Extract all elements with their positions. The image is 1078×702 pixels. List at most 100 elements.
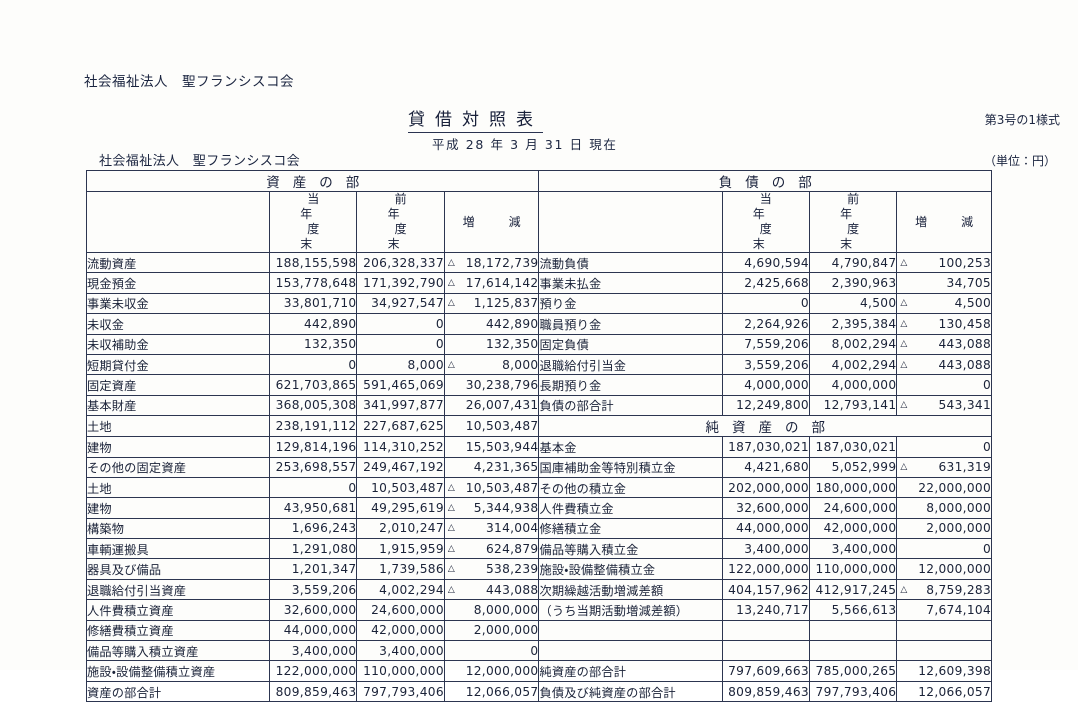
liabilities-change-value: △ 631,319 <box>896 456 992 478</box>
liabilities-prev-year-value: 2,395,384 <box>808 313 898 335</box>
negative-triangle-icon: △ <box>900 339 908 350</box>
assets-current-year-value: 3,400,000 <box>269 640 358 662</box>
liabilities-change-value: △ 443,088 <box>896 353 992 376</box>
liabilities-change-value: 0 <box>896 374 992 396</box>
assets-row-label: 建物 <box>85 436 271 458</box>
form-number: 第3号の1様式 <box>984 113 1060 127</box>
assets-change-value: △ 8,000 <box>443 353 540 376</box>
liabilities-change-value: 0 <box>896 436 992 458</box>
assets-change-value: △ 17,614,142 <box>443 272 540 294</box>
negative-triangle-icon: △ <box>447 584 456 595</box>
liabilities-row-label: 修繕積立金 <box>538 517 723 540</box>
liabilities-current-year-column-header: 当 年度 末 <box>721 191 810 253</box>
liabilities-current-year-value: 44,000,000 <box>721 517 810 540</box>
assets-change-value: △ 10,503,487 <box>443 476 540 499</box>
assets-current-year-value: 132,350 <box>269 333 358 355</box>
assets-current-year-value: 122,000,000 <box>269 660 358 682</box>
assets-row-label: 備品等購入積立資産 <box>85 640 271 662</box>
assets-prev-year-value: 797,793,406 <box>356 680 445 702</box>
table-row: 短期貸付金 0 8,000 △ 8,000 退職給付引当金 3,559,206 4,002,2… <box>85 353 992 376</box>
assets-current-year-value: 238,191,112 <box>269 415 358 438</box>
table-row: 土地 0 10,503,487 △ 10,503,487 その他の積立金 202,000,0… <box>85 476 992 499</box>
table-row: 人件費積立資産 32,600,000 24,600,000 8,000,000 （うち当… <box>85 599 992 621</box>
liabilities-current-year-value: 797,609,663 <box>721 660 810 682</box>
liabilities-prev-year-value: 24,600,000 <box>808 497 898 519</box>
negative-triangle-icon: △ <box>900 584 908 595</box>
assets-prev-year-value: 1,739,586 <box>356 558 445 580</box>
assets-prev-year-value: 42,000,000 <box>356 619 445 642</box>
assets-current-year-value: 33,801,710 <box>269 292 358 315</box>
negative-triangle-icon: △ <box>447 257 456 268</box>
negative-triangle-icon: △ <box>900 298 908 309</box>
negative-triangle-icon: △ <box>447 278 456 289</box>
assets-current-year-value: 43,950,681 <box>269 497 358 519</box>
assets-row-label: 車輌運搬具 <box>85 538 271 560</box>
liabilities-prev-year-value: 4,500 <box>808 292 898 315</box>
assets-current-year-value: 32,600,000 <box>269 599 358 621</box>
liabilities-change-value: 12,609,398 <box>896 660 992 682</box>
liabilities-prev-year-value: 5,566,613 <box>808 599 898 621</box>
assets-current-year-value: 368,005,308 <box>269 394 358 417</box>
liabilities-current-year-value: 3,559,206 <box>721 353 810 376</box>
liabilities-prev-year-value: 4,002,294 <box>808 353 898 376</box>
liabilities-current-year-value: 4,421,680 <box>721 456 810 478</box>
liabilities-prev-year-value: 797,793,406 <box>808 680 898 702</box>
negative-triangle-icon: △ <box>447 543 456 554</box>
assets-change-value: 12,000,000 <box>443 660 540 682</box>
assets-change-value: 4,231,365 <box>443 456 540 478</box>
empty-cell <box>721 619 810 642</box>
liabilities-current-year-value: 12,249,800 <box>721 394 810 417</box>
empty-cell <box>721 640 810 662</box>
assets-prev-year-value: 206,328,337 <box>356 251 445 274</box>
assets-prev-year-value: 2,010,247 <box>356 517 445 540</box>
assets-row-label: 資産の部合計 <box>85 680 271 702</box>
assets-current-year-value: 1,696,243 <box>269 517 358 540</box>
liabilities-change-value: △ 100,253 <box>896 251 992 274</box>
assets-row-label: 短期貸付金 <box>85 353 271 376</box>
assets-change-value: 442,890 <box>443 313 540 335</box>
liabilities-row-label: 長期預り金 <box>538 374 723 396</box>
liabilities-prev-year-value: 4,000,000 <box>808 374 898 396</box>
negative-triangle-icon: △ <box>447 482 456 493</box>
assets-prev-year-value: 49,295,619 <box>356 497 445 519</box>
liabilities-row-label: 事業未払金 <box>538 272 723 294</box>
document-date: 平成 28 年 3 月 31 日 現在 <box>432 137 618 152</box>
liabilities-prev-year-value: 412,917,245 <box>808 578 898 601</box>
liabilities-change-value: △ 8,759,283 <box>896 578 992 601</box>
table-row: 退職給付引当資産 3,559,206 4,002,294 △ 443,088 次期繰越活動… <box>85 578 992 601</box>
assets-current-year-value: 809,859,463 <box>269 680 358 702</box>
table-row: 事業未収金 33,801,710 34,927,547 △ 1,125,837 預り金 0 4… <box>85 292 992 315</box>
negative-triangle-icon: △ <box>900 257 908 268</box>
assets-change-value: 0 <box>443 640 540 662</box>
table-row: 備品等購入積立資産 3,400,000 3,400,000 0 <box>85 640 992 662</box>
assets-prev-year-value: 0 <box>356 313 445 335</box>
assets-change-column-header: 増 減 <box>443 191 540 253</box>
liabilities-row-label: 備品等購入積立金 <box>538 538 723 560</box>
assets-change-value: 15,503,944 <box>443 436 540 458</box>
assets-prev-year-value: 24,600,000 <box>356 599 445 621</box>
assets-change-value: △ 5,344,938 <box>443 497 540 519</box>
organization-name-table-caption: 社会福祉法人 聖フランシスコ会 <box>99 154 301 169</box>
assets-row-label: 固定資産 <box>85 374 271 396</box>
liabilities-change-value: △ 443,088 <box>896 333 992 355</box>
empty-cell <box>808 619 898 642</box>
assets-change-value: △ 443,088 <box>443 578 540 601</box>
table-row: 未収金 442,890 0 442,890 職員預り金 2,264,926 2,395,38… <box>85 313 992 335</box>
table-row: 固定資産 621,703,865 591,465,069 30,238,796 長期預り… <box>85 374 992 396</box>
assets-prev-year-value: 3,400,000 <box>356 640 445 662</box>
liabilities-prev-year-value: 3,400,000 <box>808 538 898 560</box>
negative-triangle-icon: △ <box>900 359 908 370</box>
liabilities-row-label: 次期繰越活動増減差額 <box>538 578 723 601</box>
liabilities-change-column-header: 増 減 <box>896 191 992 253</box>
table-row: 流動資産 188,155,598 206,328,337 △ 18,172,739 流動負… <box>85 251 992 274</box>
liabilities-prev-year-value: 12,793,141 <box>808 394 898 417</box>
liabilities-current-year-value: 4,690,594 <box>721 251 810 274</box>
liabilities-change-value: 8,000,000 <box>896 497 992 519</box>
liabilities-current-year-value: 202,000,000 <box>721 476 810 499</box>
assets-change-value: 30,238,796 <box>443 374 540 396</box>
assets-change-value: 8,000,000 <box>443 599 540 621</box>
liabilities-current-year-value: 4,000,000 <box>721 374 810 396</box>
liabilities-current-year-value: 7,559,206 <box>721 333 810 355</box>
assets-row-label: その他の固定資産 <box>85 456 271 478</box>
liabilities-row-label: 純資産の部合計 <box>538 660 723 682</box>
